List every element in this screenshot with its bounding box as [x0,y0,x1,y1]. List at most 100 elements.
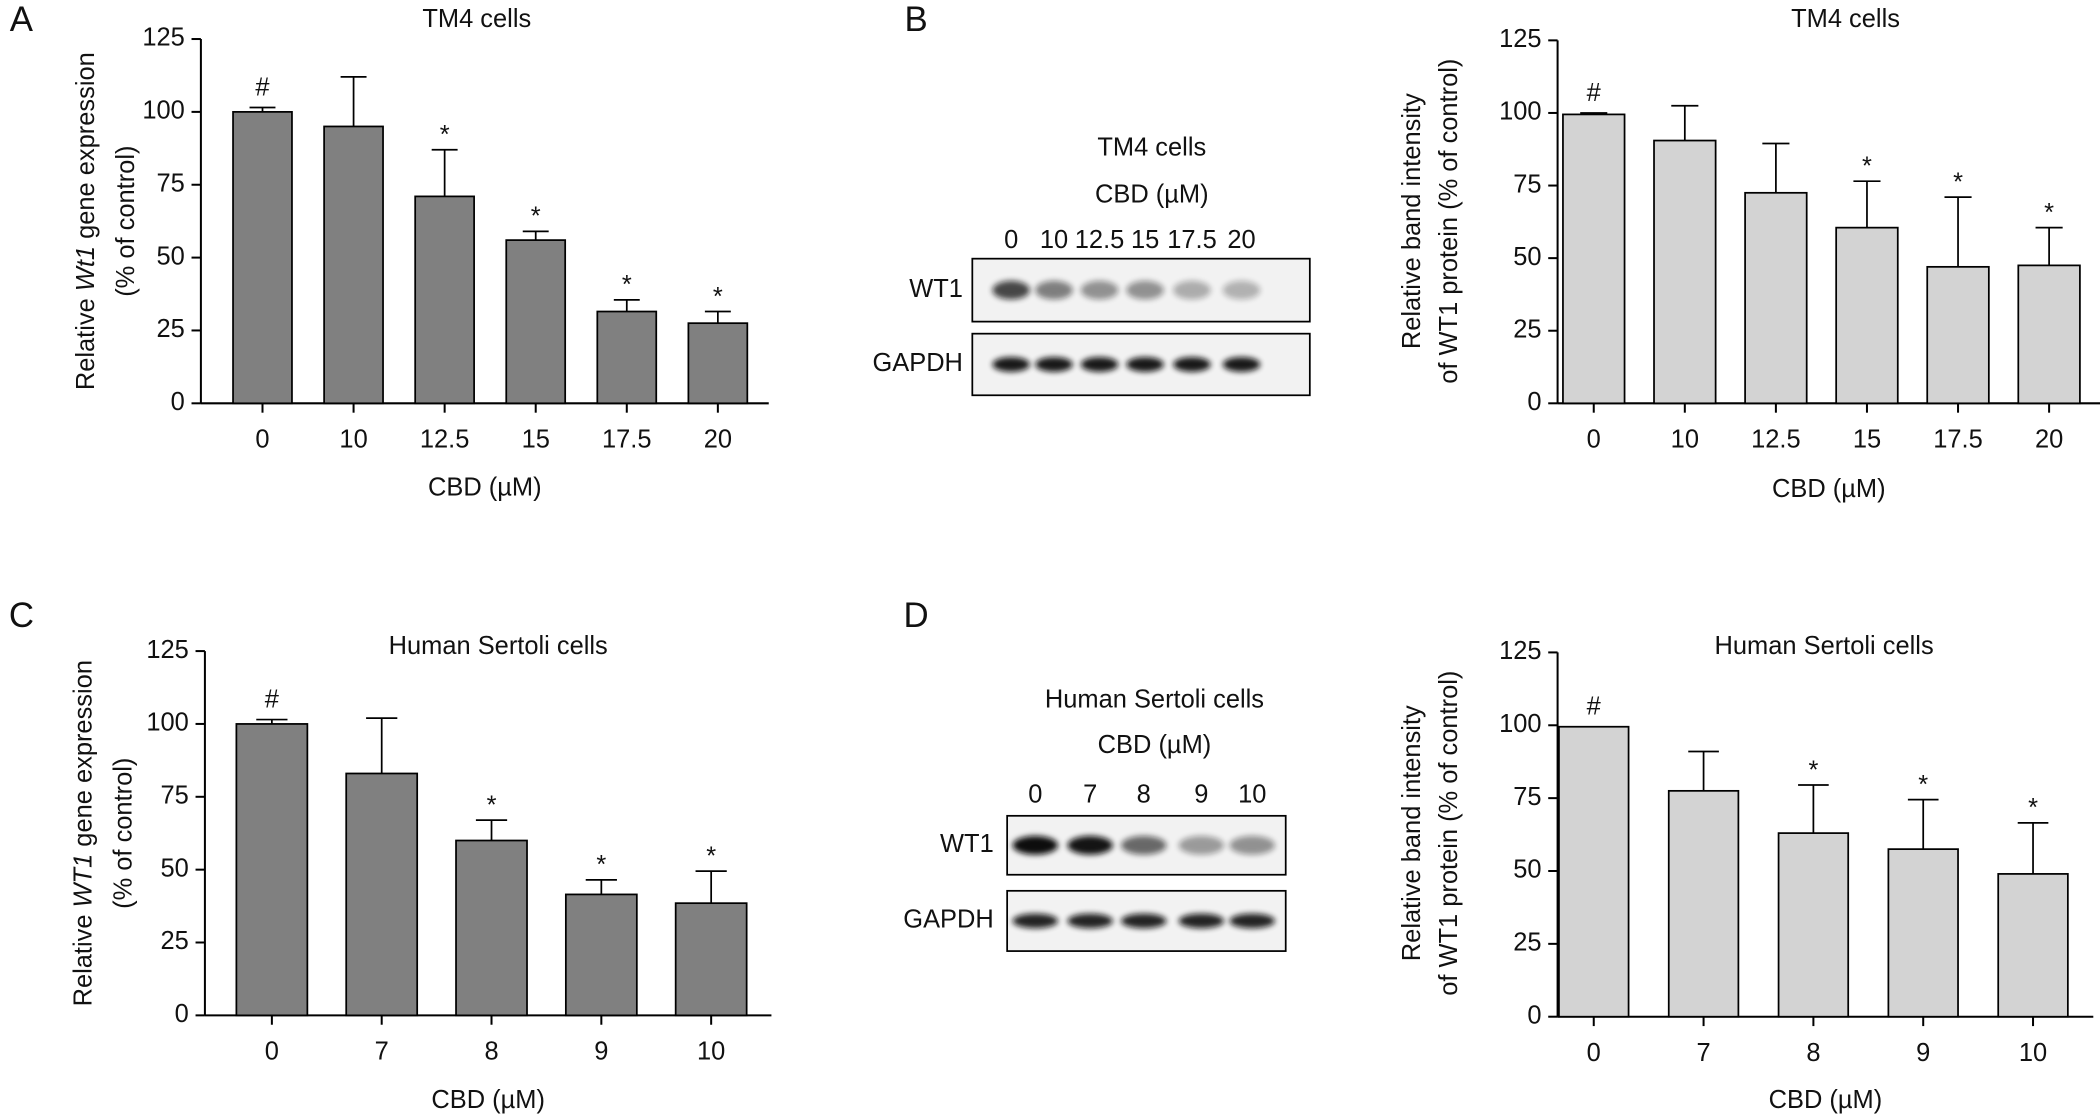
blot-band [992,357,1030,372]
chart-title: Human Sertoli cells [1715,632,1934,660]
significance-mark: # [265,686,280,714]
blot-band [1222,280,1261,300]
blot-title: TM4 cells [1097,134,1206,162]
x-axis-label: CBD (µM) [1772,475,1886,503]
significance-mark: * [440,121,450,149]
y-axis-label-part: Relative [72,291,100,390]
significance-mark: * [596,851,606,879]
y-axis-label: (% of control) [112,146,140,297]
y-tick-label: 50 [1513,243,1541,271]
y-tick-label: 25 [1513,929,1541,957]
y-axis-label-part: Relative band intensity [1398,705,1426,961]
bar [232,111,293,405]
y-axis-label: of WT1 protein (% of control) [1435,671,1463,996]
panel-letter: C [9,596,34,635]
x-axis-label: CBD (µM) [431,1086,545,1114]
y-axis-label: (% of control) [109,758,137,909]
y-axis-label: Relative band intensity [1398,93,1426,349]
lane-label: 10 [1238,780,1266,808]
bar [455,839,528,1017]
y-tick-label: 0 [1527,1001,1541,1029]
bar [596,310,658,405]
y-tick-label: 0 [175,1000,189,1028]
y-tick-label: 100 [142,97,184,125]
blot-band [1173,357,1211,372]
blot-band [1035,280,1073,300]
bar [1777,832,1850,1018]
blot-row-label: GAPDH [903,906,993,934]
significance-mark: * [531,203,541,231]
y-tick-label: 125 [142,24,184,52]
significance-mark: * [1918,771,1928,799]
y-tick-label: 25 [161,927,189,955]
blot-row-label: WT1 [940,830,994,858]
y-tick-label: 50 [1513,856,1541,884]
y-tick-label: 100 [146,709,188,737]
y-axis-label: of WT1 protein (% of control) [1435,59,1463,384]
bar [1997,873,2069,1018]
blot-subtitle: CBD (µM) [1098,731,1212,759]
x-tick-label: 0 [1587,426,1601,454]
blot-band [1012,913,1059,929]
significance-mark: * [713,283,723,311]
y-tick-label: 100 [1499,98,1541,126]
y-tick-label: 50 [157,242,185,270]
y-axis-label-part: Relative band intensity [1398,93,1426,349]
lane-label: 12.5 [1075,226,1125,254]
lane-label: 15 [1131,226,1159,254]
x-tick-label: 9 [1916,1039,1930,1067]
x-tick-label: 10 [339,426,367,454]
x-tick-label: 0 [255,426,269,454]
lane-label: 0 [1004,226,1018,254]
blot-band [1120,835,1167,855]
x-tick-label: 10 [1671,426,1699,454]
chart-title: TM4 cells [422,5,531,33]
blot-band [1080,357,1119,372]
blot-band [1067,913,1113,929]
blot-band [1178,913,1225,929]
blot-band [1229,913,1275,929]
panel-letter: D [904,596,929,635]
lane-label: 0 [1028,780,1042,808]
x-tick-label: 0 [265,1038,279,1066]
x-tick-label: 7 [375,1038,389,1066]
y-tick-label: 50 [161,854,189,882]
bar [1744,191,1808,405]
x-tick-label: 15 [522,426,550,454]
x-tick-label: 7 [1696,1039,1710,1067]
y-axis-label-part: gene expression [69,660,97,854]
bar [1562,113,1626,405]
lane-label: 20 [1227,226,1255,254]
x-tick-label: 17.5 [1933,426,1983,454]
panel-letter: A [10,0,34,39]
x-tick-label: 12.5 [1751,426,1801,454]
blot-band [1126,280,1164,300]
x-tick-label: 20 [704,426,732,454]
bar [564,893,638,1017]
bar [235,723,309,1017]
lane-label: 17.5 [1167,226,1217,254]
blot-subtitle: CBD (µM) [1095,180,1209,208]
lane-label: 8 [1137,780,1151,808]
significance-mark: * [622,271,632,299]
bar [2017,264,2081,405]
y-tick-label: 75 [157,169,185,197]
bar [505,239,567,405]
bar [1653,139,1717,405]
x-tick-label: 10 [697,1038,725,1066]
x-tick-label: 12.5 [420,426,470,454]
blot-band [1178,835,1225,855]
blot-band [992,280,1030,300]
y-axis-label: Relative Wt1 gene expression [72,52,100,390]
bar [687,322,749,405]
y-axis-label-part: Relative [69,907,97,1006]
y-tick-label: 125 [1499,25,1541,53]
y-tick-label: 25 [157,315,185,343]
blot-band [1173,280,1211,300]
significance-mark: * [2028,794,2038,822]
bar [1887,848,1959,1018]
lane-label: 7 [1083,780,1097,808]
bar [414,195,475,405]
blot-band [1012,835,1059,855]
